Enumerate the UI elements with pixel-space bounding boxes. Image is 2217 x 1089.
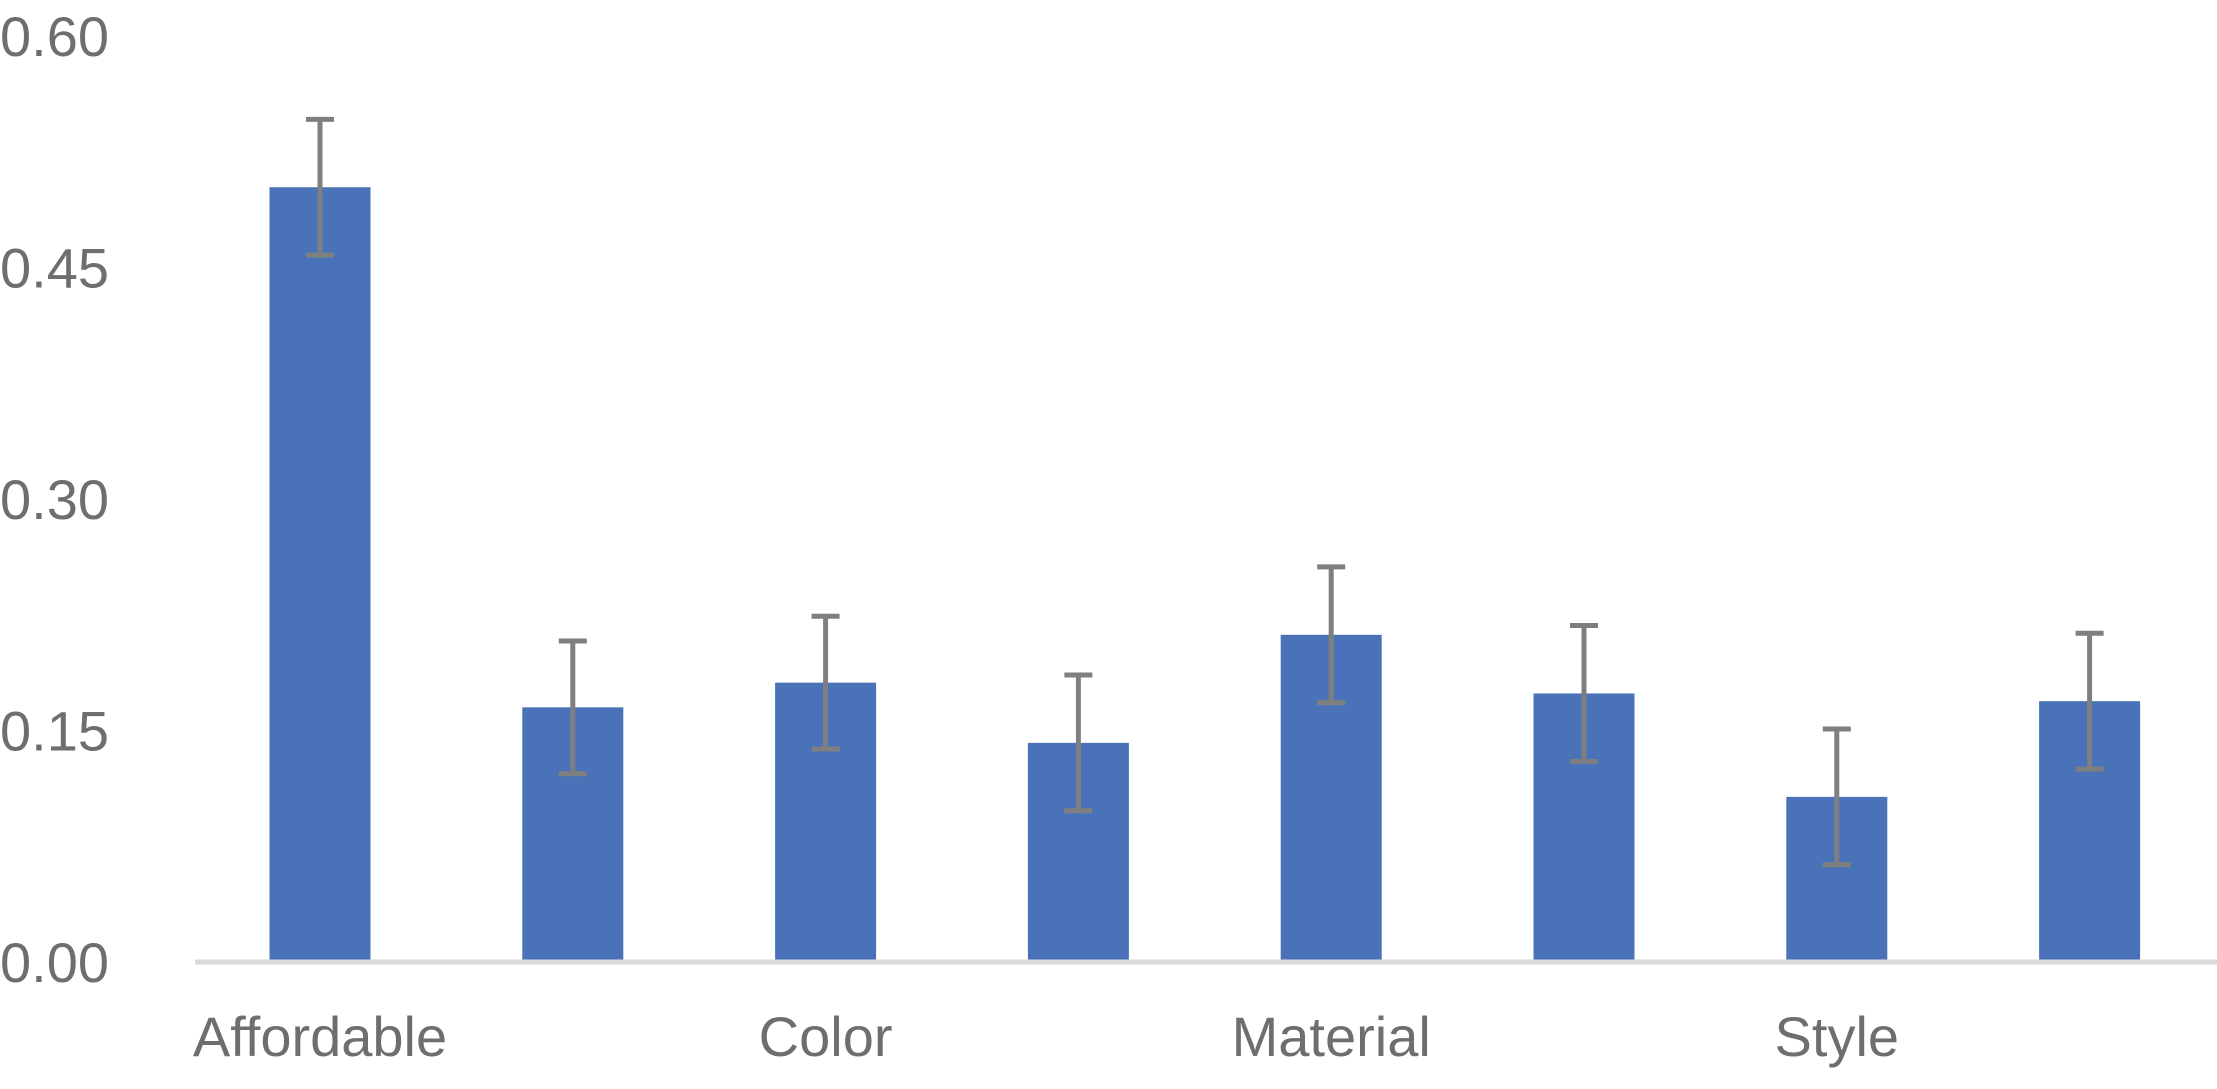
error-bar — [306, 116, 334, 258]
y-tick-label: 0.60 — [0, 5, 109, 68]
y-tick-label: 0.30 — [0, 468, 109, 531]
error-bar — [1822, 726, 1851, 868]
error-bar — [1064, 672, 1093, 814]
x-tick-label: Affordable — [193, 1005, 447, 1068]
y-tick-label: 0.00 — [0, 931, 109, 994]
bars — [269, 187, 2141, 962]
error-bar — [558, 638, 587, 777]
error-bar — [1570, 623, 1598, 764]
y-tick-label: 0.45 — [0, 237, 109, 300]
y-axis-ticks: 0.00 0.15 0.30 0.45 0.60 — [0, 5, 109, 994]
x-tick-label: Style — [1775, 1005, 1900, 1068]
error-bar — [811, 613, 840, 752]
bar — [269, 187, 371, 962]
error-bar — [2075, 630, 2104, 772]
x-tick-label: Color — [759, 1005, 893, 1068]
error-bars — [306, 116, 2104, 868]
x-tick-label: Material — [1232, 1005, 1431, 1068]
error-bar — [1317, 564, 1346, 706]
y-tick-label: 0.15 — [0, 700, 109, 763]
x-axis-labels: Affordable Color Material Style — [193, 1005, 1899, 1068]
